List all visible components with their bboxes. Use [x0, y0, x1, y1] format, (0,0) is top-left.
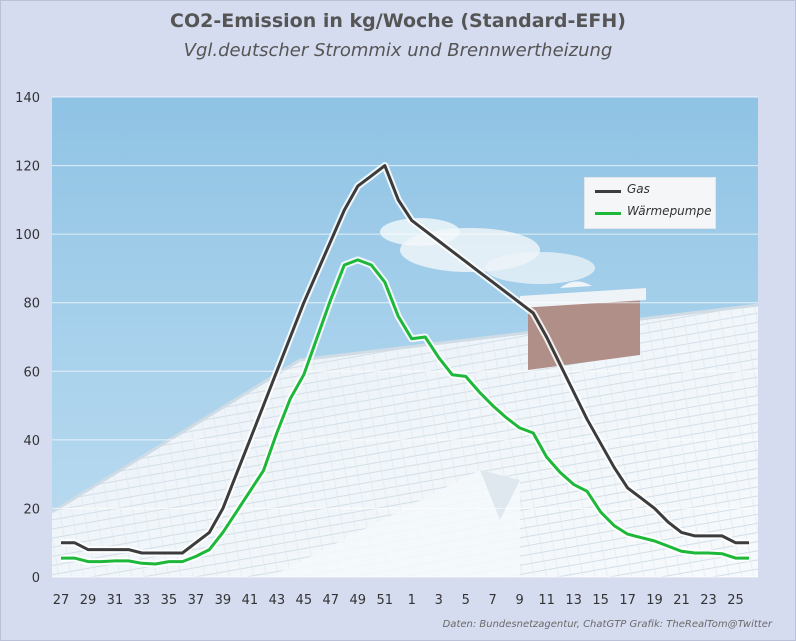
y-tick-label: 100	[15, 228, 40, 243]
legend-label-waermepumpe: Wärmepumpe	[627, 204, 712, 218]
x-tick-label: 37	[188, 593, 205, 608]
x-tick-label: 33	[134, 593, 151, 608]
chart-title: CO2-Emission in kg/Woche (Standard-EFH)	[170, 10, 626, 32]
y-tick-label: 0	[32, 571, 40, 586]
y-axis-ticks: 0 20 40 60 80 100 120 140	[15, 91, 40, 586]
grid-lines	[52, 96, 758, 578]
y-tick-label: 40	[23, 434, 40, 449]
x-tick-label: 23	[700, 593, 717, 608]
y-tick-label: 20	[23, 502, 40, 517]
legend-swatch-gas	[595, 190, 621, 193]
series-line-waermepumpe	[61, 258, 749, 566]
x-tick-label: 13	[565, 593, 582, 608]
x-tick-label: 27	[53, 593, 70, 608]
x-tick-label: 49	[350, 593, 367, 608]
chart-subtitle: Vgl.deutscher Strommix und Brennwertheiz…	[183, 40, 613, 61]
x-tick-label: 17	[619, 593, 636, 608]
y-tick-label: 140	[15, 91, 40, 106]
x-tick-label: 5	[462, 593, 470, 608]
x-tick-label: 35	[161, 593, 178, 608]
x-tick-label: 43	[269, 593, 286, 608]
x-tick-label: 3	[435, 593, 443, 608]
x-axis-ticks: 27 29 31 33 35 37 39 41 43 45 47 49 51 1 3 5 7 9 11 13 15 17 1…	[53, 593, 744, 608]
x-tick-label: 41	[242, 593, 259, 608]
series-lines	[61, 162, 749, 568]
series-line-gas	[61, 164, 749, 555]
x-tick-label: 19	[646, 593, 663, 608]
x-tick-label: 45	[296, 593, 313, 608]
x-tick-label: 31	[107, 593, 124, 608]
legend-swatch-waermepumpe	[595, 212, 621, 215]
x-tick-label: 11	[538, 593, 555, 608]
x-tick-label: 7	[489, 593, 497, 608]
source-credit: Daten: Bundesnetzagentur, ChatGTP Grafik…	[442, 619, 772, 630]
y-tick-label: 120	[15, 160, 40, 175]
x-tick-label: 25	[727, 593, 744, 608]
x-tick-label: 39	[215, 593, 232, 608]
x-tick-label: 21	[673, 593, 690, 608]
x-tick-label: 9	[516, 593, 524, 608]
x-tick-label: 29	[80, 593, 97, 608]
y-tick-label: 60	[23, 365, 40, 380]
y-tick-label: 80	[23, 297, 40, 312]
x-tick-label: 47	[323, 593, 340, 608]
x-tick-label: 1	[408, 593, 416, 608]
legend-label-gas: Gas	[627, 182, 650, 196]
x-tick-label: 51	[376, 593, 393, 608]
x-tick-label: 15	[592, 593, 609, 608]
legend: Gas Wärmepumpe	[584, 177, 716, 229]
